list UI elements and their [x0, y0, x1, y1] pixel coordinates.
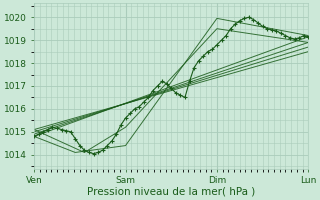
X-axis label: Pression niveau de la mer( hPa ): Pression niveau de la mer( hPa ) — [87, 187, 255, 197]
